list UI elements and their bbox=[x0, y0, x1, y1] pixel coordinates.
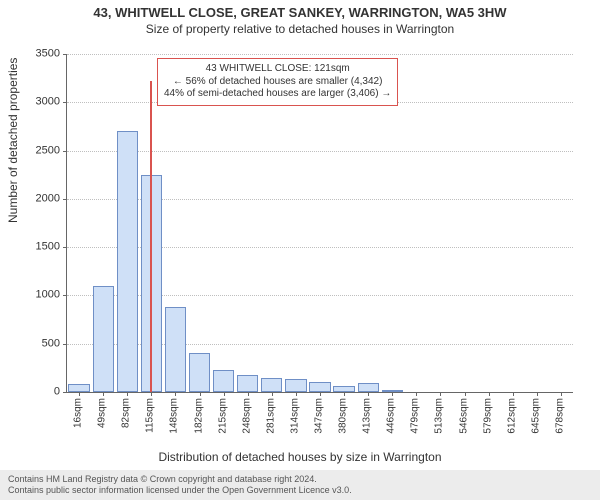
xtick-label: 347sqm bbox=[314, 398, 325, 434]
bar bbox=[93, 286, 114, 392]
bar bbox=[309, 382, 330, 392]
annotation-box: 43 WHITWELL CLOSE: 121sqm ← 56% of detac… bbox=[157, 58, 398, 106]
xtick-mark bbox=[248, 392, 249, 396]
xtick-label: 248sqm bbox=[241, 398, 252, 434]
xtick-label: 612sqm bbox=[506, 398, 517, 434]
ytick-label: 3000 bbox=[10, 97, 60, 108]
xtick-mark bbox=[103, 392, 104, 396]
ytick-label: 1000 bbox=[10, 290, 60, 301]
xtick-mark bbox=[151, 392, 152, 396]
xtick-mark bbox=[561, 392, 562, 396]
bar bbox=[285, 379, 306, 392]
ytick-label: 0 bbox=[10, 387, 60, 398]
ytick-label: 2000 bbox=[10, 193, 60, 204]
xtick-mark bbox=[224, 392, 225, 396]
xtick-mark bbox=[416, 392, 417, 396]
bar bbox=[68, 384, 89, 392]
xtick-label: 281sqm bbox=[265, 398, 276, 434]
xtick-mark bbox=[200, 392, 201, 396]
xtick-mark bbox=[368, 392, 369, 396]
xtick-label: 678sqm bbox=[554, 398, 565, 434]
xtick-label: 479sqm bbox=[410, 398, 421, 434]
chart-container: 43, WHITWELL CLOSE, GREAT SANKEY, WARRIN… bbox=[0, 0, 600, 500]
xtick-mark bbox=[489, 392, 490, 396]
xtick-mark bbox=[392, 392, 393, 396]
bar bbox=[237, 375, 258, 392]
x-axis-label: Distribution of detached houses by size … bbox=[0, 450, 600, 464]
xtick-label: 645sqm bbox=[530, 398, 541, 434]
xtick-label: 49sqm bbox=[97, 398, 108, 428]
xtick-label: 513sqm bbox=[434, 398, 445, 434]
bar bbox=[358, 383, 379, 392]
xtick-label: 215sqm bbox=[217, 398, 228, 434]
bar bbox=[213, 370, 234, 392]
xtick-label: 413sqm bbox=[362, 398, 373, 434]
xtick-label: 579sqm bbox=[482, 398, 493, 434]
xtick-mark bbox=[272, 392, 273, 396]
bar bbox=[117, 131, 138, 392]
footer-line1: Contains HM Land Registry data © Crown c… bbox=[8, 474, 592, 485]
bar bbox=[189, 353, 210, 392]
xtick-mark bbox=[296, 392, 297, 396]
xtick-label: 16sqm bbox=[73, 398, 84, 428]
property-marker-line bbox=[150, 81, 152, 392]
footer-line2: Contains public sector information licen… bbox=[8, 485, 592, 496]
ytick-label: 500 bbox=[10, 338, 60, 349]
xtick-mark bbox=[320, 392, 321, 396]
plot-area: 43 WHITWELL CLOSE: 121sqm ← 56% of detac… bbox=[66, 54, 573, 393]
xtick-label: 446sqm bbox=[386, 398, 397, 434]
xtick-mark bbox=[127, 392, 128, 396]
annotation-line1: 43 WHITWELL CLOSE: 121sqm bbox=[164, 63, 391, 76]
xtick-label: 82sqm bbox=[121, 398, 132, 428]
footer: Contains HM Land Registry data © Crown c… bbox=[0, 470, 600, 500]
xtick-mark bbox=[440, 392, 441, 396]
annotation-line2: ← 56% of detached houses are smaller (4,… bbox=[164, 76, 391, 89]
ytick-label: 3500 bbox=[10, 49, 60, 60]
ytick-mark bbox=[63, 392, 67, 393]
xtick-label: 148sqm bbox=[169, 398, 180, 434]
xtick-mark bbox=[537, 392, 538, 396]
xtick-label: 546sqm bbox=[458, 398, 469, 434]
xtick-mark bbox=[79, 392, 80, 396]
bar bbox=[165, 307, 186, 392]
xtick-mark bbox=[465, 392, 466, 396]
xtick-mark bbox=[175, 392, 176, 396]
chart-title: 43, WHITWELL CLOSE, GREAT SANKEY, WARRIN… bbox=[0, 0, 600, 21]
xtick-label: 380sqm bbox=[338, 398, 349, 434]
xtick-label: 182sqm bbox=[193, 398, 204, 434]
xtick-label: 115sqm bbox=[145, 398, 156, 433]
xtick-mark bbox=[513, 392, 514, 396]
xtick-mark bbox=[344, 392, 345, 396]
annotation-line3: 44% of semi-detached houses are larger (… bbox=[164, 88, 391, 101]
ytick-label: 2500 bbox=[10, 145, 60, 156]
bar bbox=[261, 378, 282, 392]
chart-subtitle: Size of property relative to detached ho… bbox=[0, 21, 600, 36]
xtick-label: 314sqm bbox=[289, 398, 300, 434]
ytick-label: 1500 bbox=[10, 242, 60, 253]
